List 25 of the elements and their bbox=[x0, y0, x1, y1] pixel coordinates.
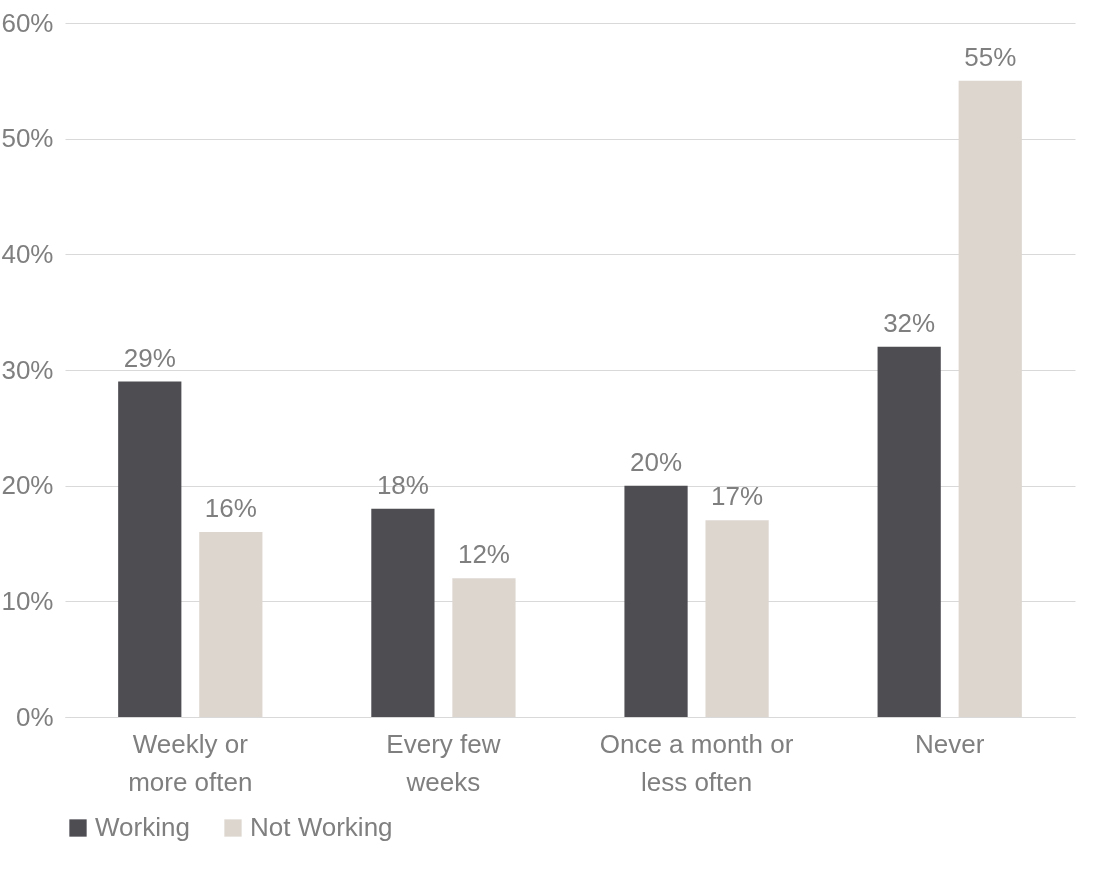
x-tick-label: Once a month or less often bbox=[599, 728, 794, 797]
y-tick-label: 50% bbox=[1, 123, 54, 154]
data-label: 32% bbox=[883, 307, 936, 338]
y-tick-label: 20% bbox=[1, 470, 54, 501]
legend-label: Not Working bbox=[250, 812, 393, 842]
data-label: 55% bbox=[964, 41, 1017, 72]
x-tick-label: Every few weeks bbox=[386, 728, 501, 797]
data-label: 17% bbox=[711, 481, 764, 512]
y-tick-label: 10% bbox=[1, 585, 54, 616]
data-label: 18% bbox=[376, 469, 429, 500]
data-label: 12% bbox=[457, 539, 510, 570]
x-tick-label: Weekly or more often bbox=[128, 728, 253, 797]
y-tick-label: 0% bbox=[15, 701, 54, 732]
bar bbox=[624, 485, 688, 717]
legend-label: Working bbox=[95, 812, 190, 842]
bar bbox=[877, 346, 941, 717]
data-label: 20% bbox=[630, 446, 683, 477]
data-label: 16% bbox=[204, 492, 257, 523]
y-tick-label: 30% bbox=[1, 354, 54, 385]
data-label: 29% bbox=[123, 342, 176, 373]
bar bbox=[118, 381, 182, 717]
y-tick-label: 60% bbox=[1, 7, 54, 38]
bar bbox=[371, 508, 435, 717]
y-tick-label: 40% bbox=[1, 238, 54, 269]
x-tick-label: Never bbox=[915, 728, 985, 759]
